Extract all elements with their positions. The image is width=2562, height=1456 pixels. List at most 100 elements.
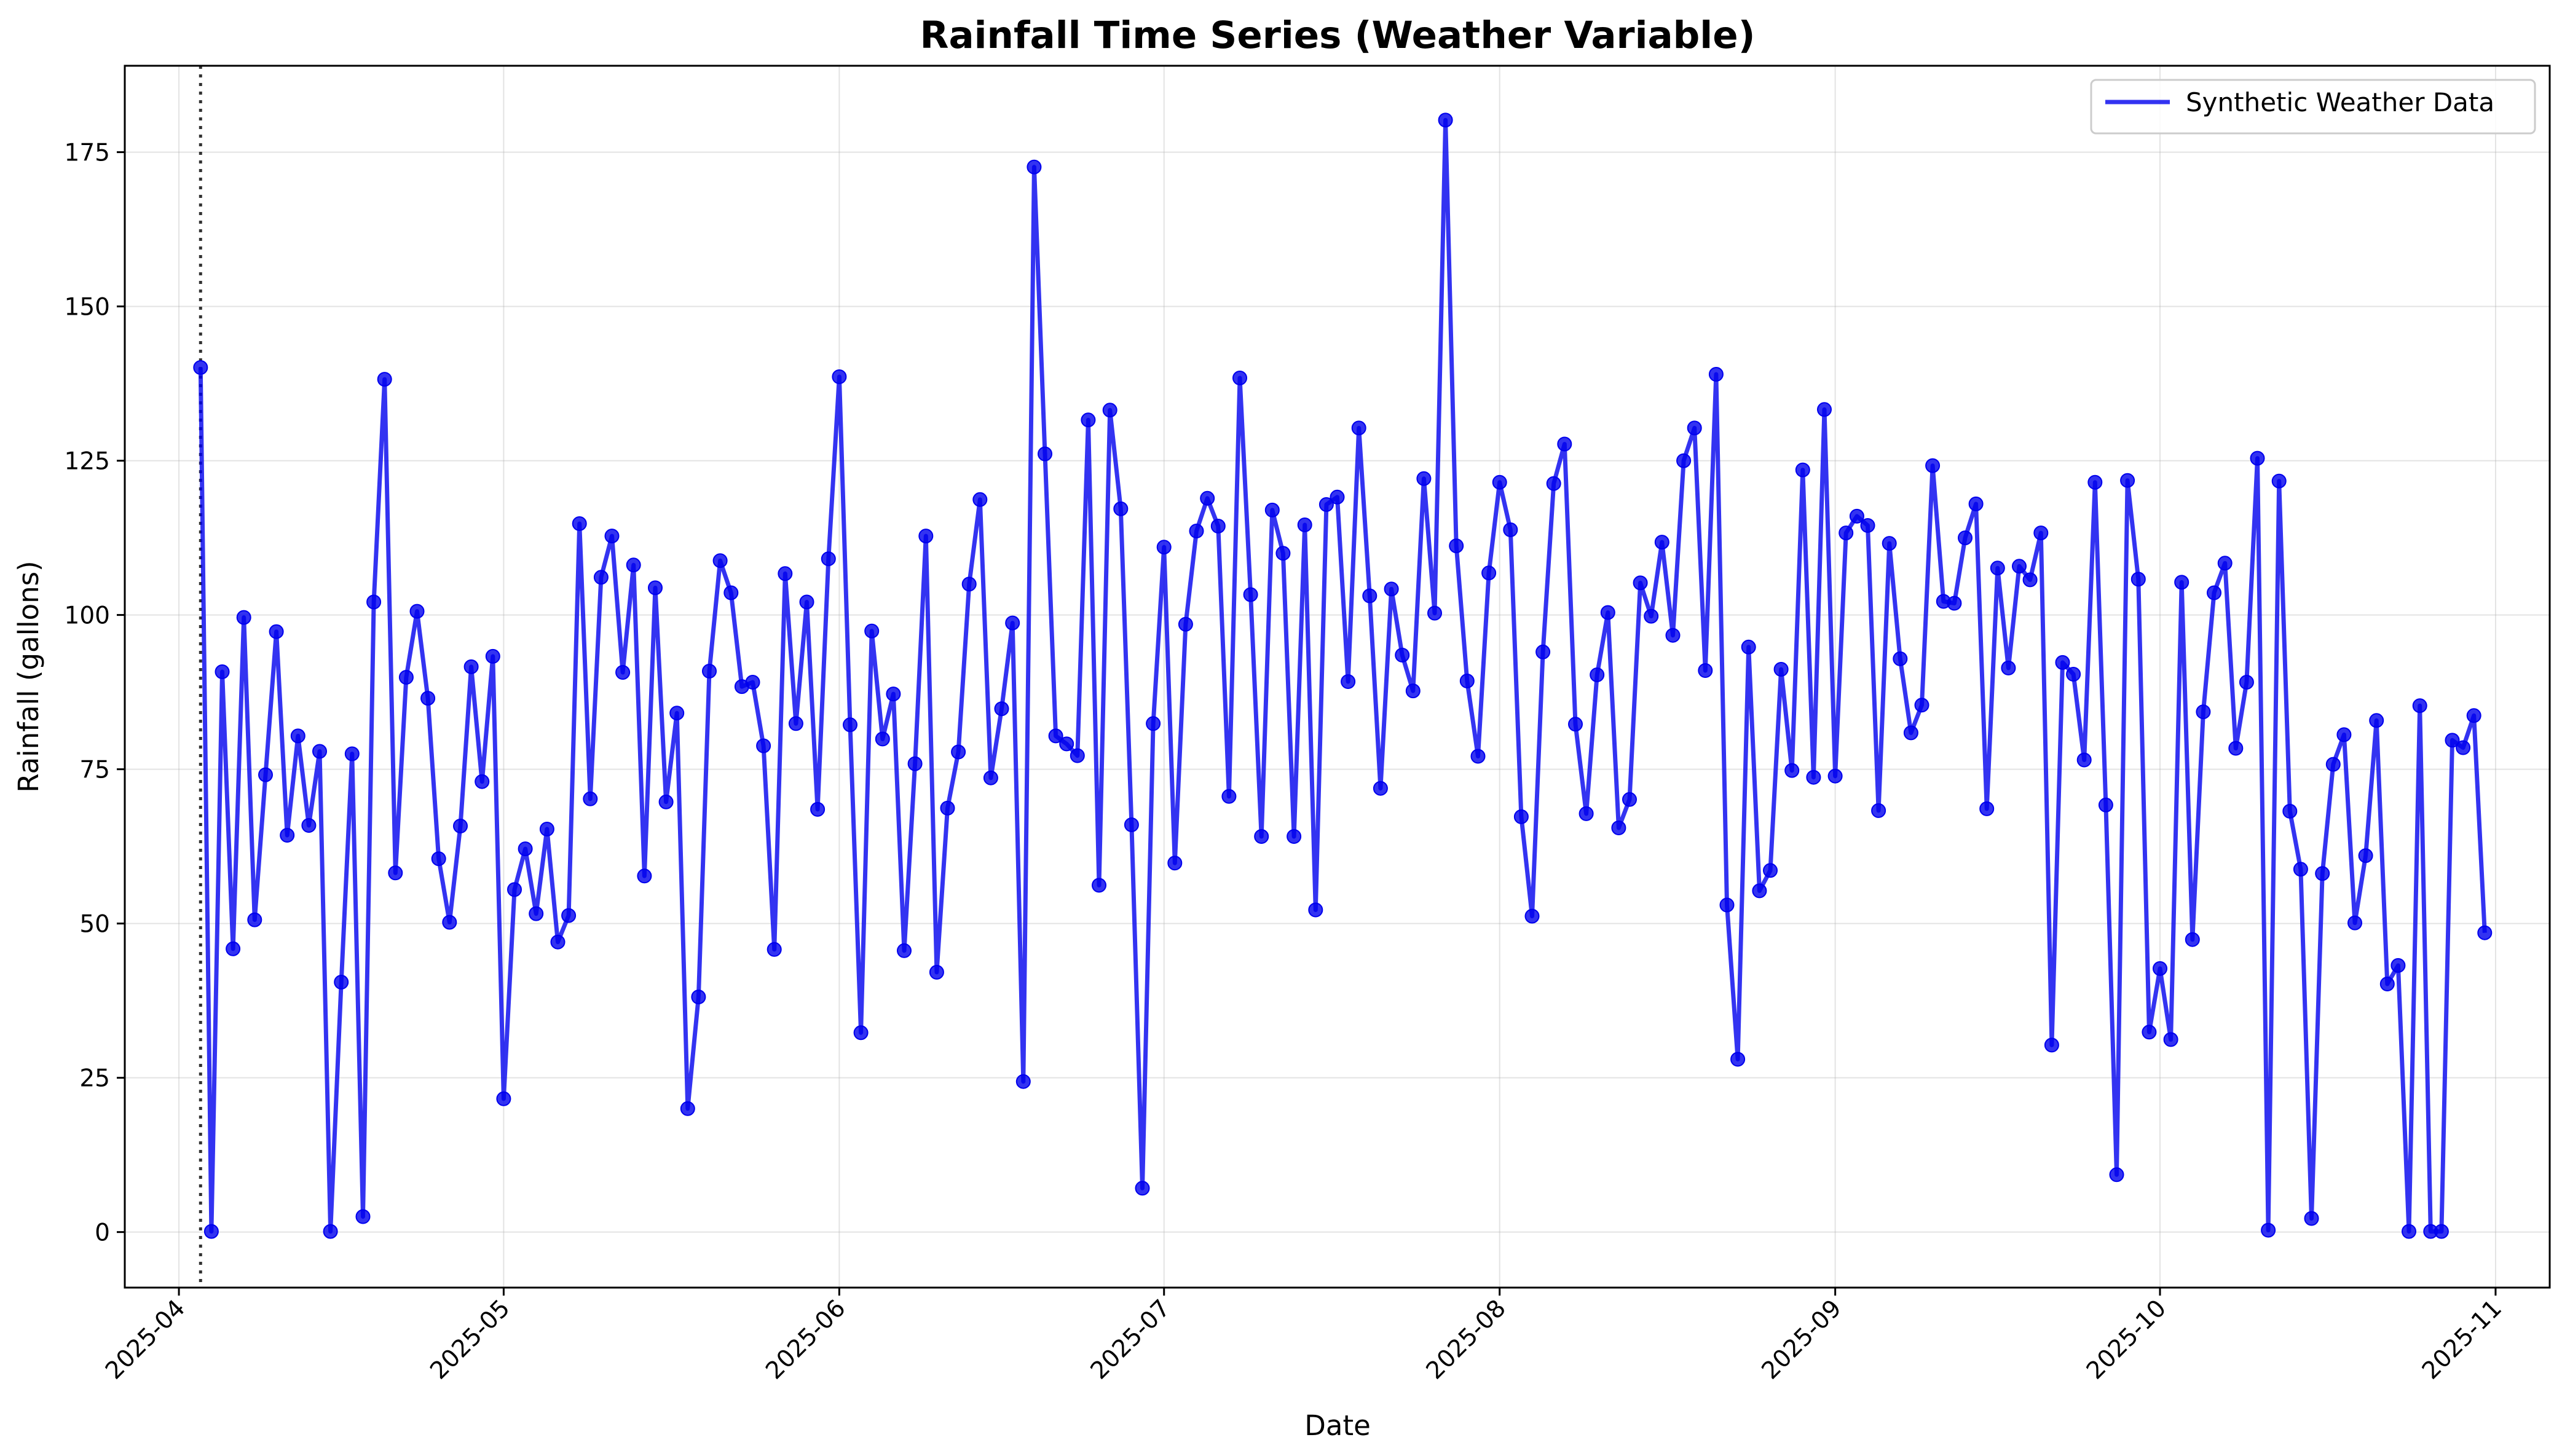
y-tick-label: 100 xyxy=(65,602,110,630)
y-tick-label: 150 xyxy=(65,294,110,321)
data-point xyxy=(2379,977,2395,991)
data-point xyxy=(1156,540,1172,555)
data-point xyxy=(550,934,566,950)
data-point xyxy=(1708,367,1724,382)
data-point xyxy=(1546,476,1561,491)
data-point xyxy=(961,576,977,592)
data-point xyxy=(756,738,771,754)
data-point xyxy=(1027,159,1042,175)
data-point xyxy=(1719,897,1735,913)
legend-label: Synthetic Weather Data xyxy=(2186,87,2494,117)
data-point xyxy=(1644,608,1659,624)
data-point xyxy=(2098,797,2113,813)
y-axis-label: Rainfall (gallons) xyxy=(12,561,45,792)
data-point xyxy=(290,728,305,744)
data-point xyxy=(1297,517,1312,532)
data-point xyxy=(2325,757,2341,772)
data-point xyxy=(1384,581,1399,597)
data-point xyxy=(226,941,241,956)
data-point xyxy=(2033,525,2049,541)
data-point xyxy=(864,623,880,639)
data-point xyxy=(951,744,966,760)
data-point xyxy=(377,372,392,387)
data-point xyxy=(1590,667,1605,682)
data-point xyxy=(626,557,641,573)
data-point xyxy=(2228,741,2244,756)
data-point xyxy=(1015,1074,1031,1089)
data-point xyxy=(853,1025,869,1041)
data-point xyxy=(2466,708,2481,723)
y-tick-label: 75 xyxy=(79,757,110,784)
data-point xyxy=(1893,651,1908,666)
data-point xyxy=(1167,856,1183,871)
data-point xyxy=(518,841,533,857)
data-point xyxy=(2358,848,2373,864)
data-point xyxy=(1795,462,1810,478)
data-point xyxy=(409,604,425,619)
data-point xyxy=(2369,713,2384,728)
data-point xyxy=(940,800,955,816)
data-point xyxy=(1373,781,1388,796)
data-point xyxy=(1557,436,1572,452)
data-point xyxy=(301,818,317,833)
x-axis-label: Date xyxy=(1304,1409,1371,1442)
data-point xyxy=(2402,1224,2416,1239)
data-point xyxy=(1081,412,1096,428)
data-point xyxy=(1839,525,1854,541)
data-point xyxy=(1622,792,1637,807)
data-point xyxy=(2347,915,2362,931)
data-point xyxy=(886,687,901,702)
data-point xyxy=(1492,474,1507,490)
data-point xyxy=(442,915,457,930)
data-point xyxy=(907,756,923,771)
data-point xyxy=(1459,674,1475,688)
data-point xyxy=(1806,769,1821,785)
data-point xyxy=(2087,474,2103,490)
data-point xyxy=(2185,932,2200,947)
y-axis: 0 25 50 75 100 125 150 175 xyxy=(65,140,125,1247)
data-point xyxy=(193,360,208,375)
series-line xyxy=(198,117,2487,1234)
data-point xyxy=(1654,535,1669,550)
data-point xyxy=(2282,803,2298,819)
data-point xyxy=(2076,752,2092,768)
data-point xyxy=(593,570,609,585)
data-point xyxy=(1330,489,1345,505)
data-point xyxy=(1611,820,1626,835)
data-point xyxy=(1210,519,1226,533)
data-point xyxy=(323,1224,338,1239)
data-point xyxy=(1568,717,1583,732)
data-point xyxy=(2001,660,2016,675)
data-point xyxy=(972,492,988,507)
data-point xyxy=(2304,1211,2319,1226)
data-point xyxy=(1232,371,1247,385)
data-point xyxy=(312,744,327,759)
data-point xyxy=(420,691,436,706)
data-point xyxy=(1059,736,1074,752)
data-point xyxy=(1135,1181,1150,1196)
data-point xyxy=(496,1091,511,1106)
data-point xyxy=(1535,644,1551,659)
data-point xyxy=(1741,639,1756,655)
data-point xyxy=(539,822,554,836)
data-point xyxy=(398,670,414,685)
data-point xyxy=(485,648,500,664)
chart-title: Rainfall Time Series (Weather Variable) xyxy=(920,14,1756,57)
y-tick-label: 125 xyxy=(65,448,110,476)
data-point xyxy=(691,990,706,1005)
y-tick-label: 50 xyxy=(79,911,110,939)
data-point xyxy=(2293,862,2308,877)
data-point xyxy=(1882,536,1897,551)
data-point xyxy=(875,731,890,747)
data-point xyxy=(258,767,273,782)
data-point xyxy=(2012,559,2027,574)
data-point xyxy=(2207,585,2221,600)
data-point xyxy=(1665,628,1681,643)
data-point xyxy=(2130,572,2146,587)
data-point xyxy=(388,865,403,881)
data-point xyxy=(1470,749,1486,764)
data-point xyxy=(344,746,360,761)
data-point xyxy=(1817,402,1832,417)
